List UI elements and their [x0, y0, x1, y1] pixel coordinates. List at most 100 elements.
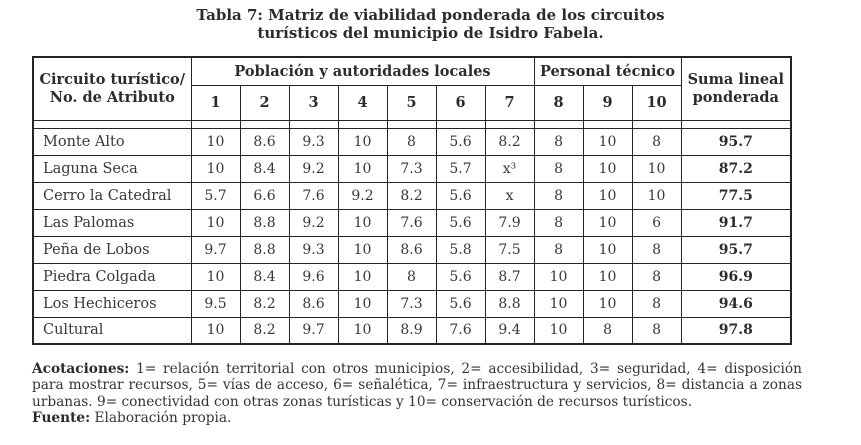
spacer-cell	[631, 119, 682, 129]
attribute-score-cell: 8	[386, 127, 437, 156]
spacer-cell	[435, 119, 486, 129]
group-header-personal-tecnico: Personal técnico	[533, 56, 682, 86]
attribute-score-cell: 10	[631, 181, 682, 210]
fuente-note: Fuente: Elaboración propia.	[32, 410, 802, 426]
attribute-score-cell: 5.7	[190, 181, 241, 210]
table-row: Monte Alto 10 8.6 9.3 10 8 5.6 8.2 8 10 8 95.7	[32, 127, 792, 156]
attribute-score-cell: 10	[582, 289, 633, 318]
table-row: Cerro la Catedral 5.7 6.6 7.6 9.2 8.2 5.6 x 8 10 1…	[32, 181, 792, 210]
attribute-score-cell: 8	[631, 262, 682, 291]
attribute-score-cell: 8.2	[484, 127, 535, 156]
attribute-score-cell: 8	[533, 127, 584, 156]
attribute-score-cell: 7.5	[484, 235, 535, 264]
attribute-score-cell: 8	[386, 262, 437, 291]
attr-col-1: 1	[190, 84, 241, 121]
weighted-sum-cell: 95.7	[680, 235, 792, 264]
attribute-score-cell: 10	[190, 127, 241, 156]
table-row: Cultural 10 8.2 9.7 10 8.9 7.6 9.4 10 8 8 97.8	[32, 316, 792, 345]
attribute-score-cell: 10	[337, 289, 388, 318]
spacer-cell	[288, 119, 339, 129]
group-header-poblacion: Población y autoridades locales	[190, 56, 535, 86]
spacer-cell	[484, 119, 535, 129]
spacer-cell	[582, 119, 633, 129]
attribute-score-cell: 8.8	[484, 289, 535, 318]
weighted-sum-cell: 87.2	[680, 154, 792, 183]
attribute-score-cell: 10	[337, 235, 388, 264]
fuente-label: Fuente:	[32, 410, 91, 427]
attr-col-10: 10	[631, 84, 682, 121]
attribute-score-cell: 10	[190, 154, 241, 183]
attribute-score-cell: 10	[582, 235, 633, 264]
attribute-score-cell: 10	[190, 262, 241, 291]
attribute-score-cell: 8.2	[239, 316, 290, 345]
attribute-score-cell: 8	[631, 316, 682, 345]
attribute-score-cell: 8.8	[239, 208, 290, 237]
attribute-score-cell: 5.7	[435, 154, 486, 183]
spacer-cell	[386, 119, 437, 129]
column-header-circuito: Circuito turístico/ No. de Atributo	[32, 56, 192, 121]
attr-col-4: 4	[337, 84, 388, 121]
attribute-number-row: 1 2 3 4 5 6 7 8 9 10	[33, 84, 791, 121]
attribute-score-cell: 9.2	[337, 181, 388, 210]
circuit-name: Monte Alto	[32, 127, 192, 156]
attribute-score-cell: 8.4	[239, 262, 290, 291]
attribute-score-cell: 8.6	[386, 235, 437, 264]
attribute-score-cell: 9.5	[190, 289, 241, 318]
attribute-score-cell: 8.2	[386, 181, 437, 210]
attribute-score-cell: 8.7	[484, 262, 535, 291]
weighted-sum-cell: 95.7	[680, 127, 792, 156]
weighted-sum-cell: 91.7	[680, 208, 792, 237]
attr-col-9: 9	[582, 84, 633, 121]
attribute-score-cell: 7.6	[288, 181, 339, 210]
attribute-score-cell: 9.2	[288, 154, 339, 183]
circuit-name: Piedra Colgada	[32, 262, 192, 291]
weighted-sum-cell: 97.8	[680, 316, 792, 345]
weighted-sum-cell: 94.6	[680, 289, 792, 318]
table-row: Peña de Lobos 9.7 8.8 9.3 10 8.6 5.8 7.5 8 10 8 95.…	[32, 235, 792, 264]
attribute-score-cell: x	[484, 181, 535, 210]
column-header-suma: Suma lineal ponderada	[680, 56, 792, 121]
spacer-cell	[680, 119, 792, 129]
circuit-name: Los Hechiceros	[32, 289, 192, 318]
weighted-sum-cell: 77.5	[680, 181, 792, 210]
attribute-score-cell: 9.4	[484, 316, 535, 345]
attribute-score-cell: 9.7	[288, 316, 339, 345]
spacer-cell	[533, 119, 584, 129]
circuit-name: Peña de Lobos	[32, 235, 192, 264]
circuit-name: Cerro la Catedral	[32, 181, 192, 210]
attribute-score-cell: 8.2	[239, 289, 290, 318]
spacer-cell	[337, 119, 388, 129]
attribute-score-cell: 7.3	[386, 289, 437, 318]
attr-col-3: 3	[288, 84, 339, 121]
attribute-score-cell: 8	[533, 181, 584, 210]
attribute-score-cell: 9.2	[288, 208, 339, 237]
attribute-score-cell: 7.3	[386, 154, 437, 183]
attribute-score-cell: 10	[533, 289, 584, 318]
attribute-score-cell: 7.6	[386, 208, 437, 237]
header-spacer-row	[32, 119, 792, 129]
viability-table-container: Circuito turístico/ No. de Atributo Pobl…	[32, 56, 793, 345]
attribute-score-cell: 10	[337, 208, 388, 237]
attribute-score-cell: 10	[582, 181, 633, 210]
attribute-score-cell: 8	[582, 316, 633, 345]
attribute-score-cell: 8.8	[239, 235, 290, 264]
attribute-score-cell: 5.6	[435, 289, 486, 318]
attribute-score-cell: 10	[337, 262, 388, 291]
spacer-cell	[32, 119, 192, 129]
attribute-score-cell: 10	[190, 208, 241, 237]
attr-col-6: 6	[435, 84, 486, 121]
attribute-score-cell: 8	[631, 235, 682, 264]
attribute-score-cell: 5.8	[435, 235, 486, 264]
attribute-score-cell: 5.6	[435, 208, 486, 237]
attr-col-8: 8	[533, 84, 584, 121]
table-caption: Tabla 7: Matriz de viabilidad ponderada …	[196, 6, 665, 42]
attribute-score-cell: 8	[631, 127, 682, 156]
attribute-score-cell: 10	[582, 208, 633, 237]
attribute-score-cell: 8	[631, 289, 682, 318]
attr-col-2: 2	[239, 84, 290, 121]
attribute-score-cell: 5.6	[435, 262, 486, 291]
attribute-score-cell: 8.6	[239, 127, 290, 156]
attribute-score-cell: 10	[337, 127, 388, 156]
attribute-score-cell: 10	[533, 316, 584, 345]
attribute-score-cell: 8	[533, 208, 584, 237]
